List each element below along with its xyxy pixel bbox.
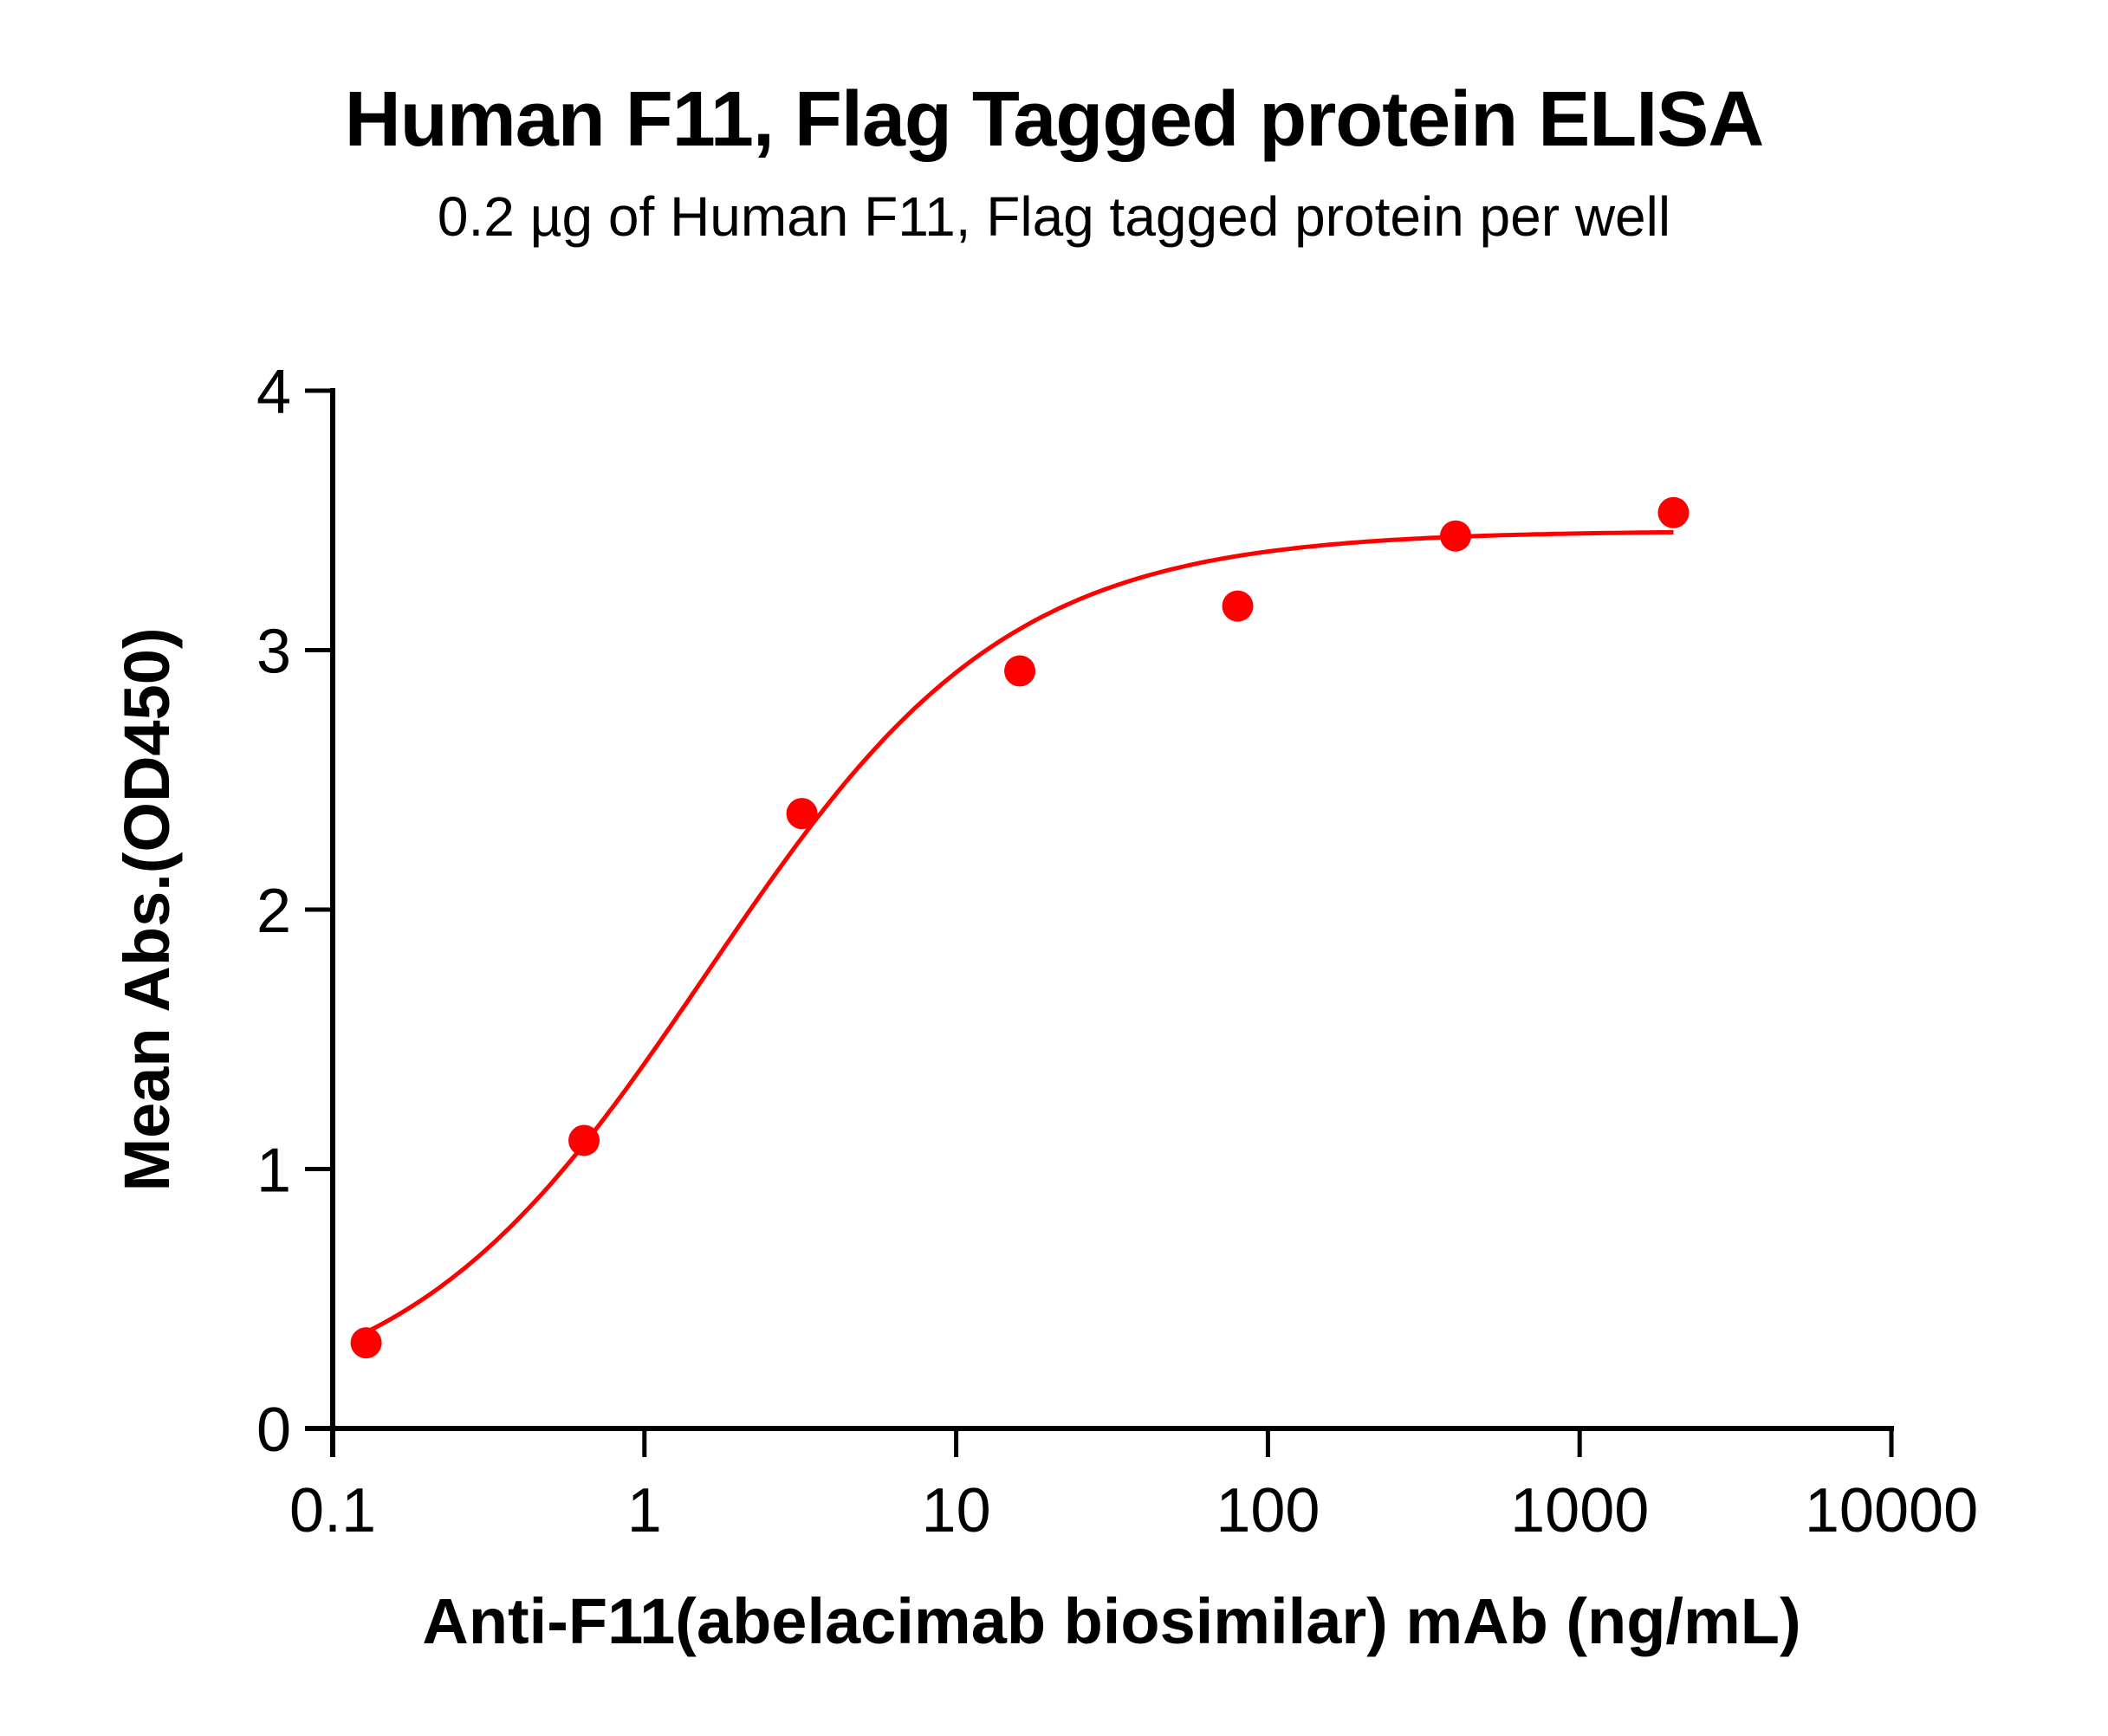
chart-subtitle: 0.2 µg of Human F11, Flag tagged protein… [437,185,1671,248]
y-tick-label: 3 [256,618,291,687]
x-tick-label: 1000 [1510,1476,1649,1545]
fit-line [365,529,1674,1335]
data-point [350,1327,382,1359]
data-point [1222,590,1254,622]
axes: 0 1 2 3 4 0.1 1 10 100 1000 10000 [256,358,1978,1545]
x-tick-label: 1 [627,1476,662,1545]
data-point [1440,520,1472,552]
data-point [1004,655,1036,687]
data-point [786,798,818,830]
x-tick-label: 100 [1216,1476,1320,1545]
x-axis-label: Anti-F11(abelacimab biosimilar) mAb (ng/… [422,1585,1801,1657]
data-points [350,496,1690,1359]
x-tick-label: 10000 [1805,1476,1978,1545]
y-tick-label: 1 [256,1137,291,1206]
data-point [568,1124,600,1156]
x-tick-label: 0.1 [289,1476,376,1545]
fit-curve [365,529,1674,1335]
y-tick-label: 0 [256,1396,291,1465]
y-tick-label: 2 [256,877,291,946]
x-tick-label: 10 [922,1476,991,1545]
data-point [1657,496,1690,528]
y-tick-label: 4 [256,358,291,427]
chart-title: Human F11, Flag Tagged protein ELISA [344,76,1765,163]
